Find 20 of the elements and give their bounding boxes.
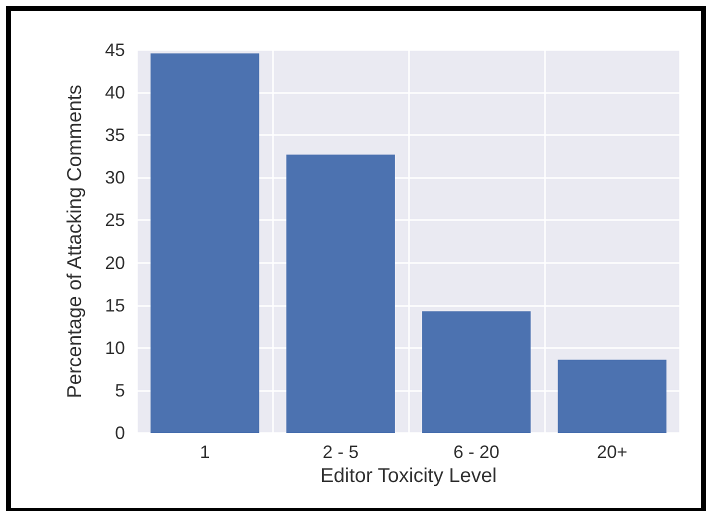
y-tick-label: 0 <box>114 423 125 443</box>
bar <box>422 311 531 433</box>
x-tick-label: 6 - 20 <box>453 442 500 462</box>
bar <box>286 154 395 433</box>
x-axis-title: Editor Toxicity Level <box>320 464 497 487</box>
x-tick-label: 2 - 5 <box>322 442 359 462</box>
bar <box>558 360 666 433</box>
y-tick-label: 20 <box>104 252 125 273</box>
y-tick-label: 45 <box>104 40 125 60</box>
x-tick-label: 20+ <box>596 442 628 462</box>
y-tick-label: 10 <box>104 338 125 358</box>
y-tick-label: 25 <box>104 210 125 230</box>
y-tick-label: 40 <box>104 82 125 103</box>
y-tick-label: 35 <box>104 125 125 146</box>
bar <box>150 53 260 433</box>
y-tick-label: 15 <box>104 295 125 316</box>
y-tick-label: 5 <box>114 380 125 400</box>
y-axis-title: Percentage of Attacking Comments <box>64 84 86 398</box>
y-tick-label: 30 <box>104 168 125 188</box>
x-tick-label: 1 <box>200 442 210 462</box>
